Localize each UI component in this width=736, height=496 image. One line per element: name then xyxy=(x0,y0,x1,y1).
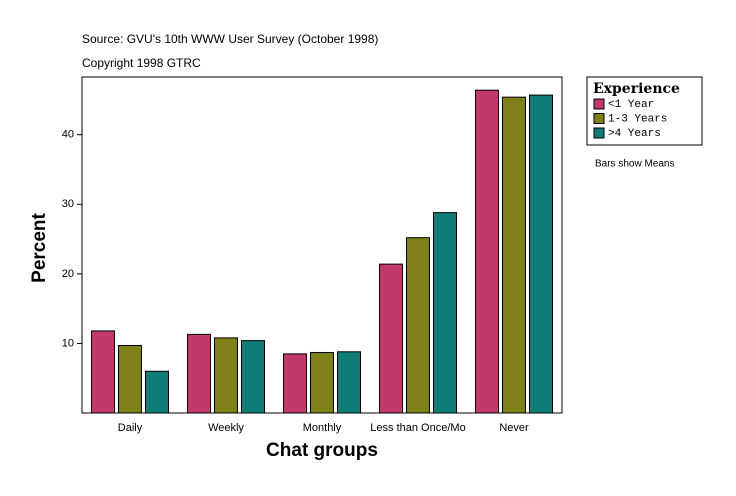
y-tick-label: 30 xyxy=(62,198,74,210)
bar xyxy=(502,96,526,414)
legend-title: Experience xyxy=(593,81,680,97)
bar xyxy=(310,351,334,414)
bar xyxy=(91,330,115,414)
y-tick-label: 10 xyxy=(62,337,74,349)
bar xyxy=(118,345,142,414)
y-tick-label: 40 xyxy=(62,129,74,141)
bar xyxy=(283,353,307,414)
legend-label: 1-3 Years xyxy=(608,113,667,125)
bar xyxy=(529,94,553,414)
x-axis-label: Chat groups xyxy=(266,440,378,461)
chart-title: Source: GVU's 10th WWW User Survey (Octo… xyxy=(82,32,378,46)
y-axis-label: Percent xyxy=(29,212,50,282)
legend-swatch xyxy=(593,127,605,139)
legend-label: <1 Year xyxy=(608,99,654,111)
bar xyxy=(475,89,499,414)
bar xyxy=(241,340,265,414)
bar xyxy=(337,351,361,414)
legend-swatch xyxy=(593,113,605,124)
legend-swatch xyxy=(593,98,605,110)
legend-label: >4 Years xyxy=(608,128,661,140)
bar xyxy=(433,212,457,414)
x-tick-label: Weekly xyxy=(208,422,244,434)
bar xyxy=(379,263,403,414)
bar xyxy=(187,333,211,414)
annotation: Bars show Means xyxy=(595,159,674,170)
chart-subtitle: Copyright 1998 GTRC xyxy=(82,56,201,70)
legend-box xyxy=(586,76,703,146)
y-tick-label: 20 xyxy=(62,268,74,280)
x-tick-label: Monthly xyxy=(303,422,342,434)
bar xyxy=(145,370,169,414)
x-tick-label: Daily xyxy=(118,422,143,434)
x-tick-label: Never xyxy=(499,422,529,434)
x-tick-label: Less than Once/Mo xyxy=(370,422,465,434)
bar xyxy=(214,337,238,414)
bar xyxy=(406,237,430,414)
